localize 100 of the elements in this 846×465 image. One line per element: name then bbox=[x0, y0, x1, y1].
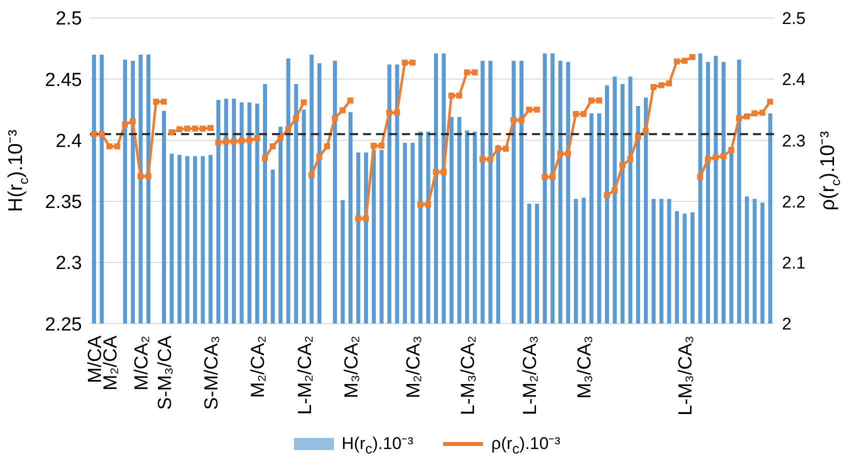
point bbox=[425, 201, 432, 208]
point bbox=[642, 128, 649, 134]
point bbox=[362, 215, 369, 222]
point bbox=[596, 98, 602, 104]
point bbox=[518, 117, 524, 124]
x-tick-label: M₂/CA₃ bbox=[404, 336, 425, 398]
point bbox=[207, 125, 214, 132]
point bbox=[254, 135, 260, 142]
point bbox=[238, 138, 245, 144]
point bbox=[510, 117, 517, 124]
x-tick-label: S-M₃/CA bbox=[154, 335, 176, 410]
point bbox=[340, 107, 346, 114]
point bbox=[145, 173, 152, 180]
point bbox=[744, 113, 750, 120]
point bbox=[549, 174, 556, 180]
point bbox=[370, 142, 377, 149]
point bbox=[300, 99, 307, 106]
y-tick-label: 2.5 bbox=[56, 8, 82, 30]
x-tick-label: M₂/CA₂ bbox=[248, 336, 270, 398]
point bbox=[316, 154, 322, 160]
point bbox=[588, 98, 594, 104]
x-tick-label: L-M₃/CA₂ bbox=[458, 336, 479, 416]
point bbox=[767, 98, 774, 105]
point bbox=[192, 126, 198, 132]
legend-label: ρ(r$_{c}$).10⁻³ bbox=[491, 432, 560, 457]
point bbox=[355, 215, 362, 222]
point bbox=[557, 150, 564, 157]
point bbox=[402, 60, 408, 66]
point bbox=[526, 106, 532, 113]
x-tick-label: L-M₂/CA₂ bbox=[294, 336, 316, 415]
point bbox=[246, 137, 252, 144]
x-tick-label: S-M/CA₃ bbox=[201, 336, 222, 410]
point bbox=[448, 92, 454, 99]
point bbox=[98, 131, 105, 138]
y-tick-label: 2.35 bbox=[45, 192, 82, 214]
point bbox=[689, 54, 696, 60]
point bbox=[230, 138, 237, 144]
point bbox=[417, 201, 424, 208]
point bbox=[324, 143, 330, 150]
point bbox=[277, 134, 284, 141]
point bbox=[262, 154, 268, 161]
point bbox=[759, 110, 766, 116]
point bbox=[106, 143, 112, 150]
point bbox=[308, 172, 315, 178]
y2-tick-label: 2.3 bbox=[782, 131, 806, 150]
point bbox=[658, 82, 664, 88]
point bbox=[378, 142, 384, 149]
point bbox=[200, 126, 206, 132]
point bbox=[720, 153, 726, 160]
point bbox=[184, 126, 190, 132]
point bbox=[565, 150, 572, 157]
y2-tick-label: 2.1 bbox=[782, 254, 806, 273]
y2-tick-label: 2.5 bbox=[782, 9, 806, 28]
y-tick-label: 2.45 bbox=[45, 70, 82, 91]
point bbox=[542, 174, 548, 180]
point bbox=[440, 169, 447, 176]
point bbox=[752, 110, 758, 116]
point bbox=[472, 69, 478, 76]
point bbox=[176, 126, 182, 132]
point bbox=[347, 98, 354, 104]
point bbox=[410, 60, 416, 66]
point bbox=[728, 147, 734, 154]
point bbox=[572, 110, 579, 117]
point bbox=[736, 115, 742, 122]
point bbox=[502, 146, 509, 152]
point bbox=[130, 118, 136, 124]
point bbox=[619, 162, 626, 168]
point bbox=[285, 126, 292, 132]
point bbox=[627, 156, 634, 162]
y2-tick-label: 2 bbox=[782, 314, 792, 334]
point bbox=[122, 121, 128, 128]
x-tick-label: L-M₃/CA₃ bbox=[676, 336, 697, 416]
point bbox=[90, 131, 97, 138]
point bbox=[270, 143, 276, 150]
x-tick-label: L-M₂/CA₃ bbox=[520, 336, 542, 416]
point bbox=[456, 92, 462, 99]
point bbox=[580, 110, 587, 117]
y-tick-label: 2.4 bbox=[56, 130, 82, 152]
point bbox=[160, 98, 167, 105]
point bbox=[394, 110, 400, 116]
point bbox=[697, 174, 704, 180]
x-tick-label: M₃/CA₃ bbox=[574, 336, 596, 399]
y2-tick-label: 2.4 bbox=[782, 70, 806, 90]
y-tick-label: 2.25 bbox=[45, 314, 82, 336]
point bbox=[650, 84, 657, 90]
legend-label: H(r$_{c}$).10⁻³ bbox=[342, 432, 414, 457]
point bbox=[386, 110, 392, 116]
x-tick-label: M/CA₂ bbox=[132, 336, 153, 390]
point bbox=[168, 129, 175, 136]
y-tick-label: 2.3 bbox=[56, 253, 82, 274]
point bbox=[487, 156, 494, 162]
point bbox=[495, 146, 502, 152]
point bbox=[634, 134, 641, 140]
point bbox=[712, 154, 719, 160]
point bbox=[612, 187, 618, 194]
point bbox=[432, 169, 439, 176]
point bbox=[292, 115, 299, 122]
point bbox=[674, 58, 680, 64]
point bbox=[138, 173, 144, 180]
point bbox=[332, 115, 338, 122]
